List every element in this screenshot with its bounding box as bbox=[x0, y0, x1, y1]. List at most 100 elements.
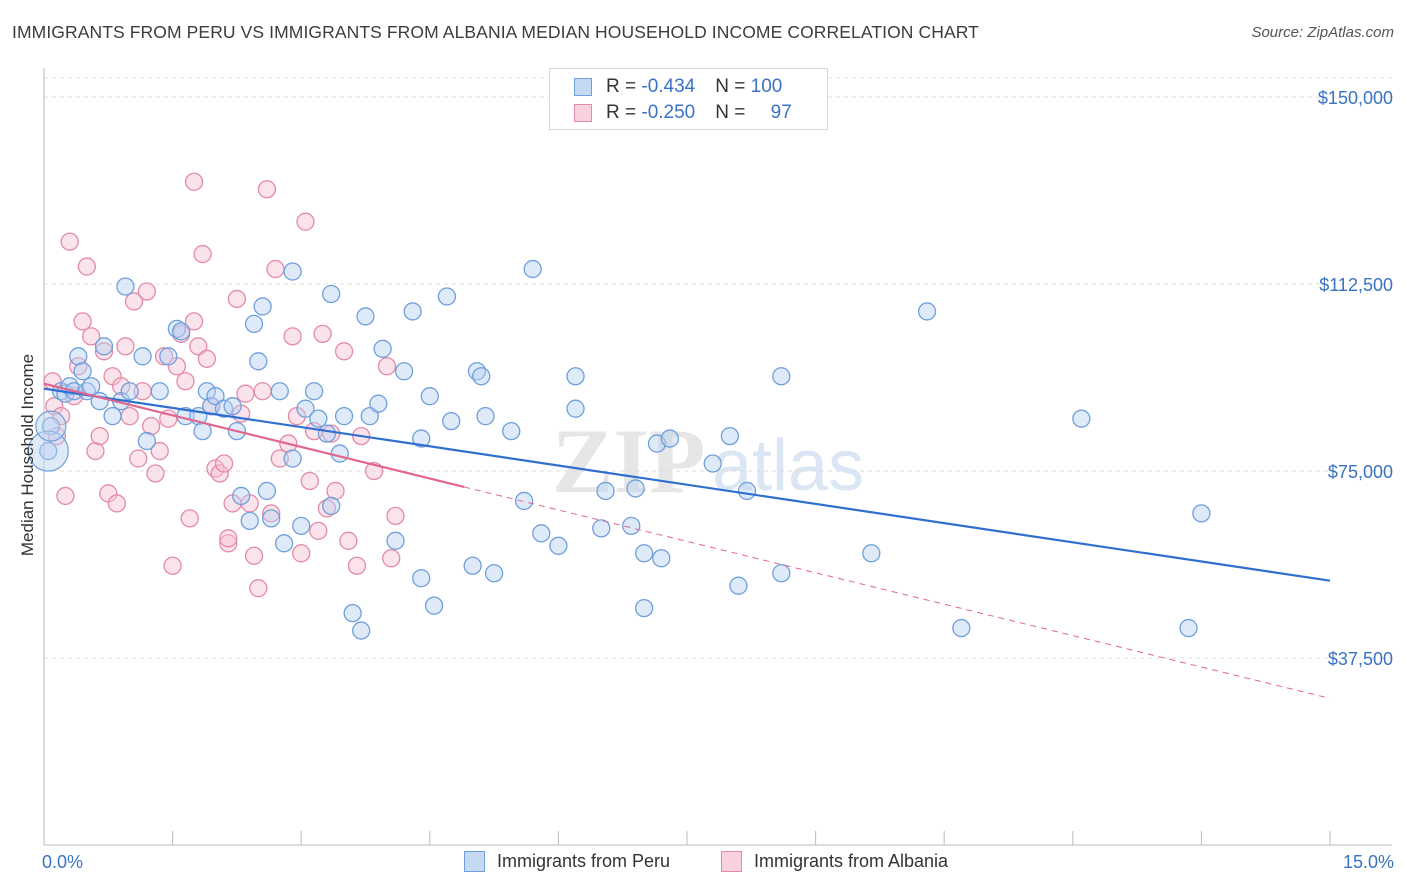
peru-cluster-point bbox=[35, 410, 67, 442]
peru-point bbox=[1179, 618, 1198, 638]
series-legend: Immigrants from Peru Immigrants from Alb… bbox=[0, 851, 1406, 879]
peru-point bbox=[82, 377, 101, 396]
peru-point bbox=[1072, 409, 1091, 428]
peru-point bbox=[772, 367, 791, 386]
peru-point bbox=[133, 347, 152, 366]
peru-point bbox=[274, 534, 294, 553]
peru-cluster-point bbox=[27, 430, 69, 472]
peru-point bbox=[240, 511, 259, 531]
peru-point bbox=[244, 314, 264, 334]
albania-point bbox=[386, 506, 405, 526]
peru-swatch bbox=[574, 78, 592, 96]
albania-point bbox=[82, 327, 101, 346]
peru-point bbox=[424, 596, 444, 615]
peru-point bbox=[566, 399, 585, 418]
legend-row-albania: R = -0.250 N = 97 bbox=[550, 100, 792, 126]
peru-point bbox=[116, 277, 135, 296]
peru-point bbox=[159, 347, 178, 366]
peru-point bbox=[360, 406, 379, 426]
albania-point bbox=[107, 494, 127, 513]
albania-point bbox=[326, 481, 345, 501]
peru-point bbox=[592, 519, 611, 538]
albania-point bbox=[292, 544, 311, 563]
albania-trend-line-extension bbox=[463, 486, 1331, 699]
peru-point bbox=[356, 307, 375, 326]
peru-point bbox=[660, 429, 680, 448]
albania-point bbox=[219, 529, 238, 548]
albania-n-label: N = bbox=[715, 102, 751, 123]
peru-point bbox=[403, 302, 422, 321]
albania-point bbox=[163, 556, 182, 575]
peru-point bbox=[862, 544, 881, 563]
albania-point bbox=[283, 327, 302, 346]
peru-point bbox=[330, 444, 349, 463]
peru-point bbox=[917, 302, 937, 321]
grid-lines bbox=[44, 77, 1392, 659]
peru-trend-line bbox=[43, 387, 1331, 582]
peru-point bbox=[322, 496, 341, 516]
albania-point bbox=[124, 292, 144, 311]
albania-point bbox=[150, 441, 169, 461]
albania-point bbox=[45, 397, 64, 416]
albania-point bbox=[296, 212, 315, 231]
peru-point bbox=[39, 441, 58, 461]
albania-point bbox=[184, 172, 204, 191]
peru-n-label: N = bbox=[715, 76, 751, 97]
albania-points bbox=[43, 172, 405, 598]
peru-point bbox=[334, 406, 354, 426]
peru-point bbox=[296, 399, 315, 418]
y-tick-label: $75,000 bbox=[1328, 462, 1393, 482]
albania-swatch bbox=[574, 104, 592, 122]
peru-point bbox=[270, 382, 289, 401]
peru-point bbox=[257, 481, 277, 501]
peru-point bbox=[622, 516, 641, 536]
albania-point bbox=[86, 441, 105, 461]
peru-point bbox=[442, 411, 461, 431]
peru-point bbox=[292, 516, 311, 536]
peru-point bbox=[373, 339, 392, 358]
peru-point bbox=[223, 397, 242, 416]
y-tick-label: $112,500 bbox=[1319, 275, 1393, 295]
peru-point bbox=[703, 454, 722, 473]
albania-point bbox=[339, 531, 358, 550]
peru-n-value: 100 bbox=[750, 76, 783, 97]
peru-r-label: R = bbox=[606, 76, 642, 97]
albania-point bbox=[180, 509, 199, 528]
peru-point bbox=[549, 536, 568, 555]
peru-point bbox=[720, 426, 740, 446]
albania-point bbox=[56, 486, 75, 506]
peru-point bbox=[463, 556, 482, 575]
peru-point bbox=[343, 603, 362, 623]
peru-point bbox=[1192, 504, 1211, 523]
albania-point bbox=[334, 342, 354, 361]
peru-point bbox=[369, 394, 388, 413]
albania-point bbox=[60, 232, 79, 251]
albania-point bbox=[137, 282, 157, 301]
albania-point bbox=[227, 289, 247, 309]
peru-point bbox=[737, 481, 757, 501]
albania-point bbox=[214, 454, 234, 473]
peru-point bbox=[322, 284, 341, 304]
albania-trend-line bbox=[43, 382, 465, 489]
x-tick-label-min: 0.0% bbox=[42, 852, 84, 872]
peru-point bbox=[412, 429, 431, 448]
legend-albania-label: Immigrants from Albania bbox=[754, 851, 949, 871]
peru-point bbox=[634, 598, 654, 618]
peru-point bbox=[150, 382, 169, 401]
legend-peru-swatch bbox=[464, 851, 485, 872]
y-tick-label: $37,500 bbox=[1328, 649, 1393, 669]
peru-point bbox=[73, 362, 92, 381]
chart-source: Source: ZipAtlas.com bbox=[1251, 24, 1394, 41]
albania-r-value: -0.250 bbox=[641, 102, 696, 123]
peru-point bbox=[412, 569, 431, 588]
albania-point bbox=[129, 449, 148, 468]
legend-peru-label: Immigrants from Peru bbox=[497, 851, 671, 871]
y-axis-title: Median Household Income bbox=[18, 353, 37, 557]
peru-point bbox=[352, 621, 371, 640]
albania-point bbox=[94, 342, 114, 361]
albania-point bbox=[77, 257, 97, 276]
albania-point bbox=[176, 372, 195, 391]
legend-row-peru: R = -0.434 N = 100 bbox=[550, 74, 782, 100]
peru-points bbox=[27, 259, 1211, 640]
albania-point bbox=[257, 180, 277, 199]
